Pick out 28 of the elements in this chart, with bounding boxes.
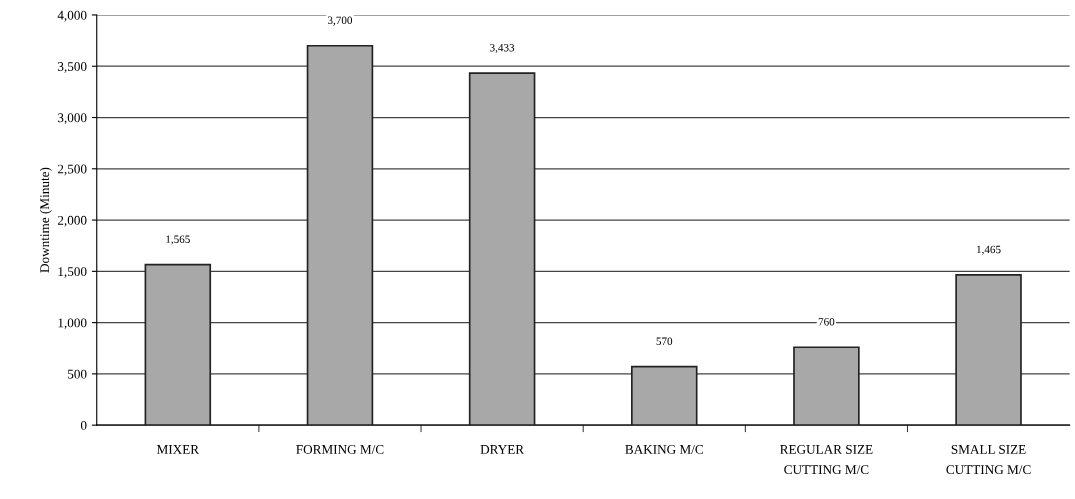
x-tick-label: DRYER bbox=[480, 445, 525, 454]
data-label: 1,465 bbox=[977, 245, 1001, 255]
y-tick-label: 1,500 bbox=[58, 267, 87, 278]
x-tick-label: SMALL SIZE CUTTING M/C bbox=[946, 445, 1031, 475]
data-label: 1,565 bbox=[166, 235, 190, 245]
y-tick-label: 2,500 bbox=[57, 164, 87, 176]
y-tick-label: 3,000 bbox=[57, 113, 87, 125]
y-tick-label: 1,000 bbox=[58, 318, 87, 330]
bar bbox=[306, 44, 374, 426]
bar bbox=[144, 263, 212, 426]
x-tick-label: FORMING M/C bbox=[296, 445, 384, 454]
bar bbox=[793, 346, 860, 426]
y-axis-title: Downtime (Minute) bbox=[39, 167, 52, 273]
y-tick-label: 2,000 bbox=[57, 215, 87, 227]
data-label: 3,700 bbox=[328, 16, 353, 26]
bar bbox=[955, 274, 1022, 426]
x-tick-label: REGULAR SIZE CUTTING M/C bbox=[780, 445, 873, 475]
bar bbox=[630, 365, 698, 426]
bar bbox=[468, 72, 536, 426]
y-tick-label: 500 bbox=[68, 369, 87, 379]
data-label: 570 bbox=[656, 337, 673, 345]
data-label: 760 bbox=[818, 318, 835, 326]
y-tick-label: 4,000 bbox=[57, 10, 87, 22]
y-tick-label: 0 bbox=[80, 420, 87, 430]
x-tick-label: MIXER bbox=[156, 445, 200, 454]
x-tick-label: BAKING M/C bbox=[625, 445, 703, 454]
y-tick-label: 3,500 bbox=[57, 62, 87, 73]
data-label: 3,433 bbox=[490, 43, 515, 54]
